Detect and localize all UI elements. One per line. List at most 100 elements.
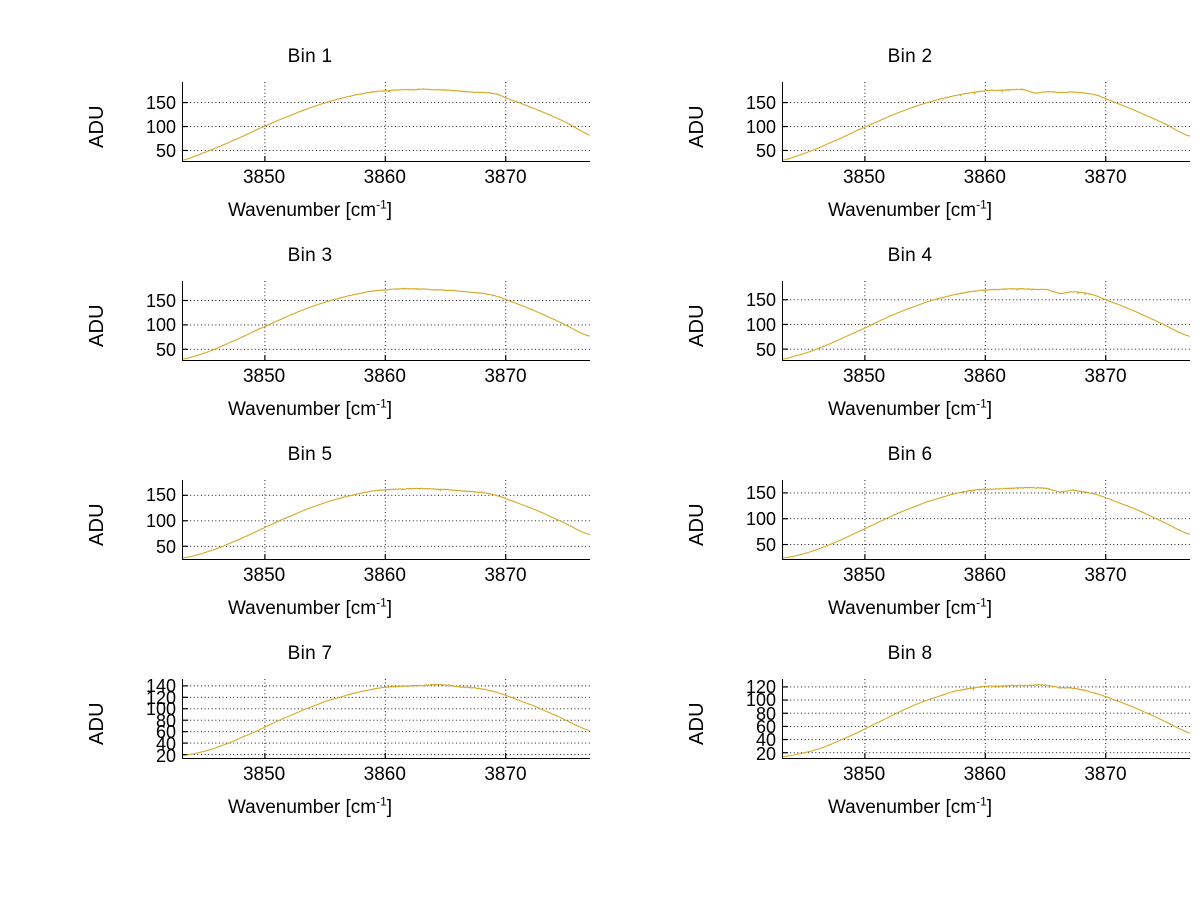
spectrum-line [782, 88, 1191, 161]
x-tick-label: 3850 [842, 366, 886, 387]
x-axis-label-text: Wavenumber [cm [227, 399, 377, 420]
plot-panel-bin-1: Bin 1 ADU 50 100 150 3850 3860 3870 Wavenumber [… [30, 46, 591, 251]
x-axis-label-exponent: -1 [976, 595, 987, 610]
y-axis-label: ADU [686, 105, 708, 148]
spectrum-line [782, 287, 1191, 360]
panel-title: Bin 3 [287, 245, 333, 266]
axes-box [182, 679, 591, 759]
y-tick-label: 150 [145, 92, 176, 113]
x-axis-label-bracket: ] [386, 399, 393, 420]
x-tick-label: 3860 [363, 366, 406, 387]
plot-panel-bin-6: Bin 6 ADU 50 100 150 3850 3860 3870 Wavenumber [… [630, 444, 1191, 649]
plot-area [782, 679, 1191, 759]
y-axis-label: ADU [686, 304, 708, 347]
y-tick-label: 50 [155, 141, 176, 162]
plot-svg [182, 679, 591, 758]
plot-panel-bin-3: Bin 3 ADU 50 100 150 3850 3860 3870 Wavenumber [… [30, 245, 591, 450]
axes-box [182, 82, 591, 162]
panel-title: Bin 6 [887, 444, 933, 465]
plot-area [182, 480, 591, 560]
y-tick-label: 80 [155, 710, 176, 731]
x-tick-label: 3860 [963, 167, 1006, 188]
spectrum-line [182, 683, 591, 757]
y-tick-label: 120 [745, 677, 776, 697]
x-tick-label: 3870 [1084, 366, 1127, 387]
x-axis-label-bracket: ] [386, 598, 393, 619]
y-tick-label: 60 [755, 717, 776, 737]
x-tick-label: 3870 [484, 167, 527, 188]
axes-box [782, 82, 1191, 162]
spectrum-line [782, 486, 1191, 559]
x-axis-label-text: Wavenumber [cm [827, 797, 977, 818]
y-axis-label: ADU [86, 105, 108, 148]
x-tick-label: 3850 [842, 764, 886, 785]
axes-box [182, 480, 591, 560]
panel-title: Bin 5 [287, 444, 333, 465]
x-tick-label: 3860 [363, 565, 406, 586]
y-tick-label: 40 [155, 733, 176, 754]
y-tick-label-group: 50 100 150 [116, 480, 176, 560]
plot-panel-bin-2: Bin 2 ADU 50 100 150 3850 3860 3870 Wavenumber [… [630, 46, 1191, 251]
plot-area [782, 82, 1191, 162]
plot-area [182, 281, 591, 361]
x-axis-label-bracket: ] [986, 200, 993, 221]
panel-title: Bin 1 [287, 46, 333, 67]
x-axis-label: Wavenumber [cm-1] [30, 794, 590, 819]
x-axis-label: Wavenumber [cm-1] [30, 197, 590, 222]
y-tick-label: 100 [745, 509, 776, 530]
x-tick-label-group: 3850 3860 3870 [782, 166, 1190, 190]
plot-svg [182, 82, 591, 161]
y-tick-label: 20 [755, 743, 776, 764]
y-tick-label: 100 [145, 511, 176, 532]
x-axis-label-exponent: -1 [376, 197, 387, 212]
x-tick-label: 3860 [363, 167, 406, 188]
y-tick-label: 100 [145, 315, 176, 336]
x-axis-label: Wavenumber [cm-1] [30, 396, 590, 421]
x-tick-label-group: 3850 3860 3870 [182, 564, 590, 588]
spectrum-line [182, 487, 591, 559]
x-axis-label-bracket: ] [986, 399, 993, 420]
y-axis-label: ADU [86, 702, 108, 745]
plot-panel-bin-8: Bin 8 ADU 20 40 60 80 100 120 3850 3860 3870 Wavenu… [630, 643, 1191, 848]
x-tick-label: 3870 [1084, 764, 1127, 785]
x-tick-label: 3870 [484, 366, 527, 387]
axes-box [782, 679, 1191, 759]
x-tick-label: 3860 [363, 764, 406, 785]
y-tick-label-group: 20 40 60 80 100 120 [716, 677, 776, 763]
plot-area [782, 480, 1191, 560]
plot-svg [782, 480, 1191, 559]
y-tick-label: 80 [755, 703, 776, 724]
y-tick-label-group: 50 100 150 [716, 480, 776, 560]
x-tick-label-group: 3850 3860 3870 [782, 564, 1190, 588]
spectrum-line [182, 88, 591, 161]
x-axis-label-exponent: -1 [376, 595, 387, 610]
x-axis-label: Wavenumber [cm-1] [630, 398, 1190, 421]
x-tick-label: 3860 [963, 764, 1006, 785]
y-tick-label: 120 [145, 687, 176, 708]
x-axis-label-bracket: ] [986, 598, 993, 619]
x-tick-label: 3850 [842, 167, 886, 188]
x-axis-label-exponent: -1 [376, 794, 387, 809]
spectrum-line [782, 683, 1191, 758]
y-tick-label: 40 [755, 730, 776, 751]
x-tick-label-group: 3850 3860 3870 [782, 763, 1190, 787]
y-tick-label-group: 50 100 150 [116, 82, 176, 162]
y-axis-label: ADU [86, 304, 108, 347]
x-axis-label-text: Wavenumber [cm [227, 797, 377, 818]
x-axis-label-bracket: ] [386, 797, 393, 818]
plot-svg [782, 679, 1191, 758]
x-axis-label-exponent: -1 [976, 794, 987, 809]
y-tick-label: 50 [755, 141, 776, 162]
y-axis-label: ADU [686, 503, 708, 546]
plot-panel-bin-7: Bin 7 ADU 20 40 60 80 100 120 140 3850 3860 3870 Wav… [30, 643, 591, 848]
x-axis-label-exponent: -1 [376, 396, 387, 411]
panel-title: Bin 4 [887, 245, 933, 266]
y-tick-label: 150 [745, 92, 776, 113]
plot-area [182, 82, 591, 162]
y-tick-label-group: 50 100 150 [716, 82, 776, 162]
x-tick-label: 3870 [484, 764, 527, 785]
axes-box [782, 480, 1191, 560]
x-axis-label-bracket: ] [986, 797, 993, 818]
x-tick-label-group: 3850 3860 3870 [182, 365, 590, 389]
